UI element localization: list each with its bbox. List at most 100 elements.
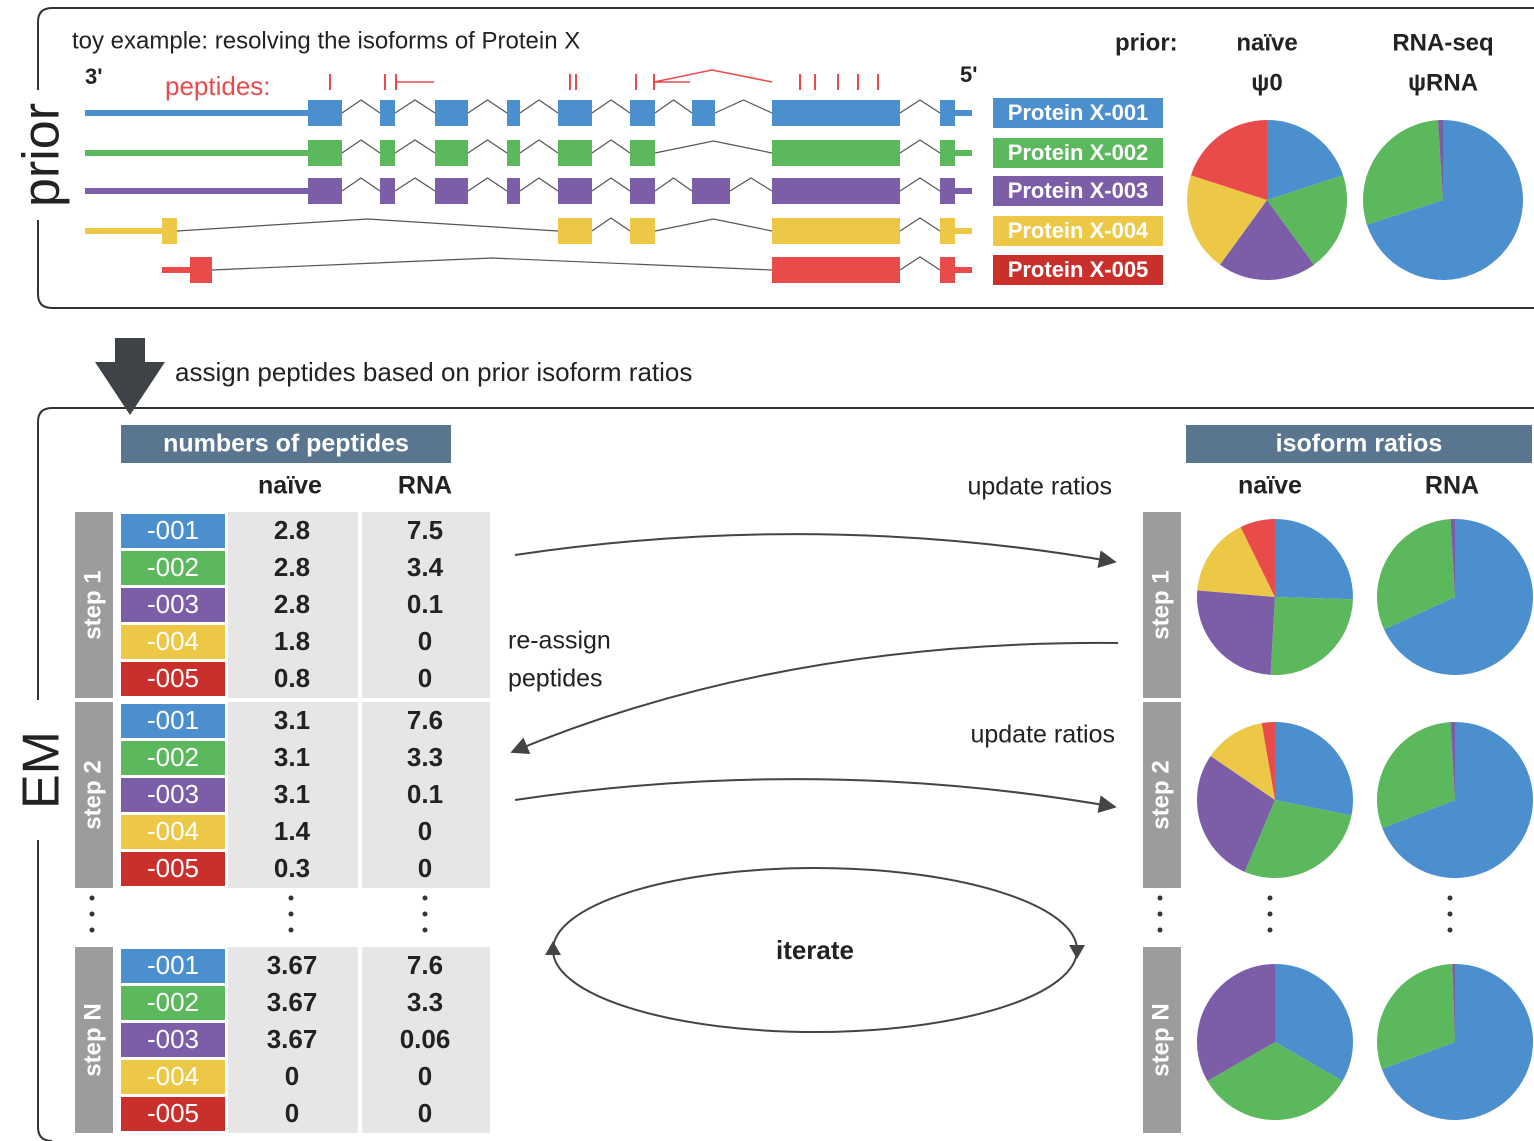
exon: [380, 100, 395, 126]
exon: [630, 100, 655, 126]
flow-label: update ratios: [970, 721, 1115, 749]
cell-value: 0: [418, 626, 432, 656]
intron: [176, 218, 559, 232]
cell-value: 1.4: [274, 816, 311, 846]
id-label: -005: [147, 853, 199, 883]
column-head: naïve: [1238, 472, 1302, 500]
id-label: -003: [147, 589, 199, 619]
header-box: [1186, 425, 1532, 463]
id-box: [121, 815, 225, 849]
id-box: [121, 662, 225, 696]
id-box: [121, 588, 225, 622]
cell-value: 0: [285, 1061, 299, 1091]
flow-arrow: [514, 533, 1117, 569]
pie-slice: [1207, 1042, 1343, 1120]
exon: [308, 100, 342, 126]
id-label: -004: [147, 816, 199, 846]
pie-slice: [1197, 964, 1275, 1081]
pie-slice: [1197, 590, 1275, 675]
exon: [940, 218, 955, 244]
cell-bg: [362, 947, 490, 1133]
cell-bg: [362, 512, 490, 698]
exon: [772, 100, 900, 126]
cell-value: 0.06: [400, 1024, 451, 1054]
cell-value: 0.1: [407, 589, 443, 619]
id-box: [121, 1023, 225, 1057]
intron: [899, 256, 941, 271]
flow-arrow: [514, 778, 1117, 814]
pie-slice: [1210, 723, 1275, 800]
step-label: step N: [79, 1003, 106, 1076]
exon: [435, 178, 468, 204]
exon: [772, 257, 900, 283]
id-label: -004: [147, 626, 199, 656]
protein-label: Protein X-001: [1008, 100, 1149, 125]
intron: [394, 177, 436, 192]
cell-value: 1.8: [274, 626, 310, 656]
exon: [940, 257, 955, 283]
cell-value: 0: [418, 663, 432, 693]
id-box: [121, 778, 225, 812]
pie-slice: [1275, 722, 1353, 816]
cell-bg: [228, 512, 358, 698]
exon: [630, 140, 655, 166]
exon: [558, 140, 592, 166]
pie-slice: [1384, 519, 1534, 675]
id-label: -001: [147, 950, 199, 980]
intron: [341, 139, 381, 154]
intron: [467, 99, 508, 114]
intron: [394, 139, 436, 154]
exon: [630, 218, 655, 244]
dot: [422, 895, 428, 901]
dot: [1157, 911, 1163, 917]
em-frame: [37, 407, 1534, 1141]
intron: [341, 177, 381, 192]
exon: [772, 218, 900, 244]
id-box: [121, 741, 225, 775]
pie-slice: [1382, 722, 1533, 879]
pie-slice: [1197, 527, 1275, 597]
exon: [435, 100, 468, 126]
dot: [422, 911, 428, 917]
column-head: RNA: [1425, 472, 1479, 500]
em-label: EM: [13, 731, 71, 809]
exon: [162, 218, 177, 244]
cell-value: 2.8: [274, 552, 310, 582]
column-symbol: ψRNA: [1408, 69, 1478, 96]
cell-value: 3.1: [274, 779, 310, 809]
protein-box: [993, 138, 1163, 168]
cell-value: 0: [285, 1098, 299, 1128]
protein-label: Protein X-002: [1008, 140, 1149, 165]
id-box: [121, 551, 225, 585]
pie-slice: [1275, 519, 1353, 600]
pie-slice: [1219, 200, 1315, 281]
iterate-label: iterate: [776, 935, 854, 965]
title: toy example: resolving the isoforms of P…: [72, 27, 580, 54]
cell-value: 3.1: [274, 742, 310, 772]
exon: [380, 178, 395, 204]
id-label: -003: [147, 1024, 199, 1054]
cell-value: 0.1: [407, 779, 443, 809]
pie-slice: [1267, 120, 1344, 200]
exon: [558, 218, 592, 244]
cell-value: 3.1: [274, 705, 310, 735]
dot: [1157, 895, 1163, 901]
exon: [308, 178, 342, 204]
id-box: [121, 852, 225, 886]
exon: [558, 178, 592, 204]
intron: [591, 99, 631, 114]
pie-slice: [1244, 800, 1352, 878]
cell-value: 2.8: [274, 515, 310, 545]
ellipsis-dots: [89, 895, 1453, 933]
intron: [899, 217, 941, 232]
exon: [190, 257, 212, 283]
cell-value: 3.67: [267, 1024, 318, 1054]
exon: [772, 140, 900, 166]
exon: [692, 100, 715, 126]
cell-value: 3.3: [407, 987, 443, 1017]
protein-box: [993, 98, 1163, 128]
step-label: step N: [1147, 1003, 1174, 1076]
exon: [940, 100, 955, 126]
pie-slice: [1437, 120, 1443, 200]
protein-box: [993, 255, 1163, 285]
